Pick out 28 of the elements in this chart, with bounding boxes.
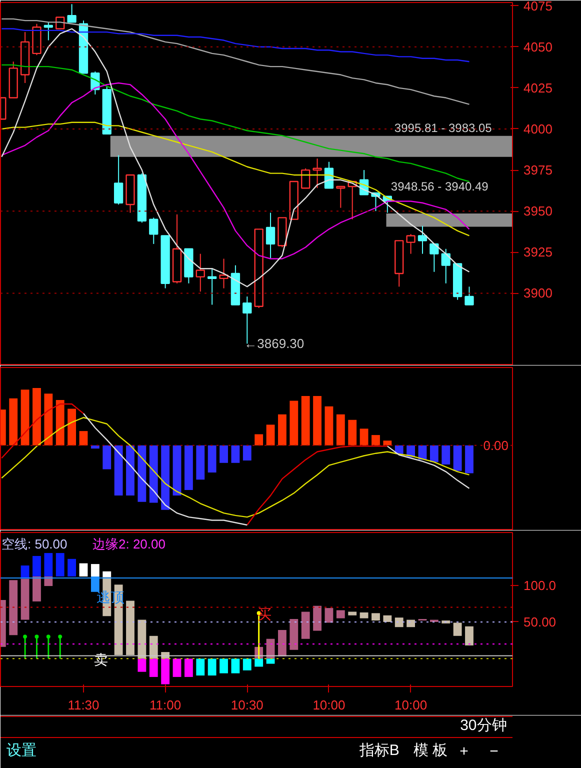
band-label: 3995.81 - 3983.05 [394,120,492,135]
y-tick-label: 4050 [524,39,552,54]
chart-subtitle: 边缘2: 20.00 [92,536,166,552]
x-tick-label: 11:30 [68,698,100,712]
y-tick-label: 50.00 [524,614,556,630]
text: − [490,743,499,760]
y-tick-label: 3900 [524,286,552,301]
y-tick-label: 100.0 [524,578,556,593]
x-tick-label: 10:00 [394,698,428,712]
y-tick-label: 4075 [524,0,552,14]
x-tick-label: 10:30 [230,698,264,712]
y-tick-label: 3925 [524,244,552,260]
annotation: 卖 [94,651,108,668]
band-label: 3948.56 - 3940.49 [390,179,489,194]
chart-title: 空线: 50.00 [2,536,68,552]
text: 模 板 [413,742,448,759]
text: + [460,743,469,760]
annotation: ←3869.30 [244,336,304,352]
text: 30分钟 [460,717,507,734]
text: 指标B [358,742,400,759]
y-tick-label: 3975 [524,162,552,178]
y-tick-label: 4000 [524,121,552,136]
ref-line-label: 0.00 [483,438,509,453]
text: 设置 [6,742,37,759]
x-tick-label: 10:00 [312,698,346,712]
x-tick-label: 11:00 [150,698,182,712]
y-tick-label: 3950 [524,204,552,219]
y-tick-label: 4025 [524,80,552,96]
